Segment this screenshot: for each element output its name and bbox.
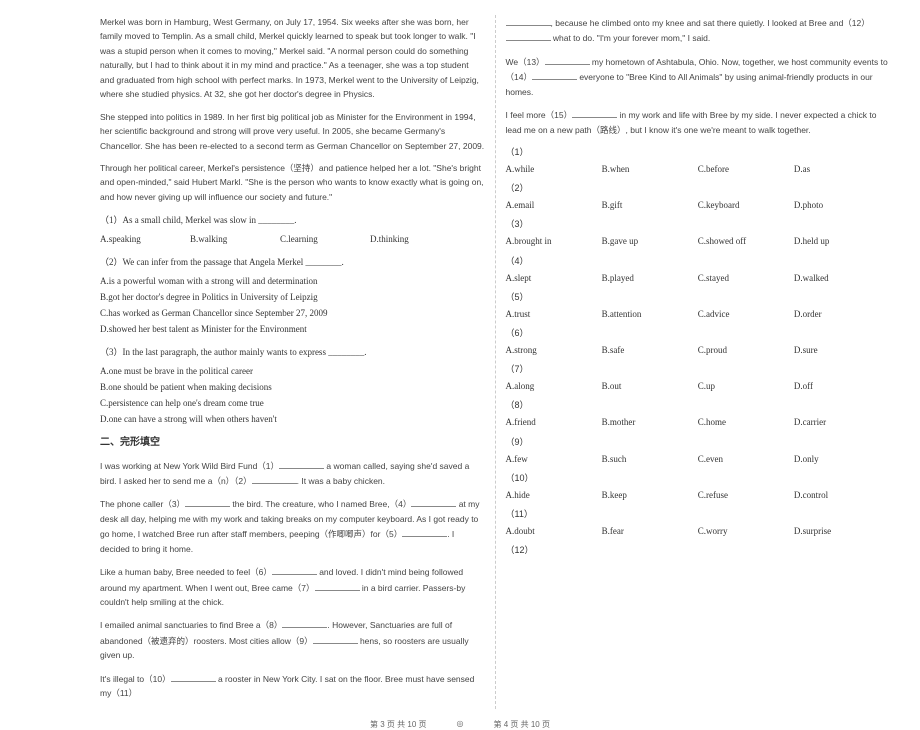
q1: （1）As a small child, Merkel was slow in …: [100, 212, 485, 228]
q3-a: A.one must be brave in the political car…: [100, 363, 485, 379]
page-right: 第 4 页 共 10 页: [493, 719, 549, 730]
passage-p1: Merkel was born in Hamburg, West Germany…: [100, 15, 485, 102]
blank-options: A.hideB.keepC.refuseD.control: [506, 487, 891, 503]
q2-c: C.has worked as German Chancellor since …: [100, 305, 485, 321]
q2-d: D.showed her best talent as Minister for…: [100, 321, 485, 337]
passage-p2: She stepped into politics in 1989. In he…: [100, 110, 485, 153]
blank-num: （3）: [506, 217, 891, 230]
q3: （3）In the last paragraph, the author mai…: [100, 344, 485, 360]
blank-options: A.friendB.motherC.homeD.carrier: [506, 414, 891, 430]
footer: 第 3 页 共 10 页 ◎ 第 4 页 共 10 页: [0, 714, 920, 730]
blank-num: （10）: [506, 471, 891, 484]
cloze-p3: Like a human baby, Bree needed to feel（6…: [100, 564, 485, 609]
cloze-p4: I emailed animal sanctuaries to find Bre…: [100, 617, 485, 662]
blank-options: A.fewB.suchC.evenD.only: [506, 451, 891, 467]
blank-num: （4）: [506, 254, 891, 267]
passage-p3: Through her political career, Merkel's p…: [100, 161, 485, 204]
section-cloze: 二、完形填空: [100, 433, 485, 448]
blank-num: （11）: [506, 507, 891, 520]
q2: （2）We can infer from the passage that An…: [100, 254, 485, 270]
blank-num: （7）: [506, 362, 891, 375]
blank-options: A.trustB.attentionC.adviceD.order: [506, 306, 891, 322]
cloze-p8: I feel more（15） in my work and life with…: [506, 107, 891, 137]
q2-a: A.is a powerful woman with a strong will…: [100, 273, 485, 289]
blank-options: A.alongB.outC.upD.off: [506, 378, 891, 394]
cloze-p6: , because he climbed onto my knee and sa…: [506, 15, 891, 46]
q3-d: D.one can have a strong will when others…: [100, 411, 485, 427]
blank-options: A.doubtB.fearC.worryD.surprise: [506, 523, 891, 539]
blank-num: （6）: [506, 326, 891, 339]
q2-b: B.got her doctor's degree in Politics in…: [100, 289, 485, 305]
blank-options: A.strongB.safeC.proudD.sure: [506, 342, 891, 358]
page-mark: ◎: [457, 719, 464, 730]
q3-b: B.one should be patient when making deci…: [100, 379, 485, 395]
cloze-p1: I was working at New York Wild Bird Fund…: [100, 458, 485, 489]
cloze-p5: It's illegal to（10） a rooster in New Yor…: [100, 671, 485, 701]
q3-c: C.persistence can help one's dream come …: [100, 395, 485, 411]
blank-num: （9）: [506, 435, 891, 448]
blank-num: （2）: [506, 181, 891, 194]
blank-num: （12）: [506, 543, 891, 556]
q1-options: A.speakingB.walkingC.learningD.thinking: [100, 231, 485, 247]
blank-options: A.sleptB.playedC.stayedD.walked: [506, 270, 891, 286]
cloze-p7: We（13） my hometown of Ashtabula, Ohio. N…: [506, 54, 891, 99]
page-left: 第 3 页 共 10 页: [370, 719, 426, 730]
blank-options: A.whileB.whenC.beforeD.as: [506, 161, 891, 177]
blank-num: （1）: [506, 145, 891, 158]
blank-num: （5）: [506, 290, 891, 303]
blank-options: A.emailB.giftC.keyboardD.photo: [506, 197, 891, 213]
cloze-p2: The phone caller（3） the bird. The creatu…: [100, 496, 485, 556]
blank-options: A.brought inB.gave upC.showed offD.held …: [506, 233, 891, 249]
blank-num: （8）: [506, 398, 891, 411]
